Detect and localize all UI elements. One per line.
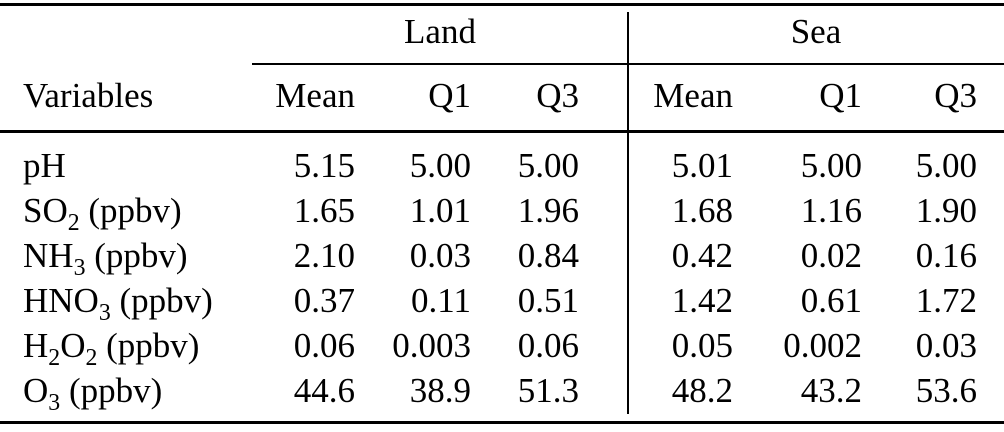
cell-value: 0.06 xyxy=(517,326,579,365)
table-body: pH 5.15 5.00 5.00 5.01 5.00 5.00 SO2 (ppbv) 1.65… xyxy=(0,133,1004,416)
column-header-land-q3: Q3 xyxy=(536,76,579,115)
cell-variable: SO2 (ppbv) xyxy=(0,188,252,236)
group-header-land: Land xyxy=(404,12,476,51)
cell-value: 0.61 xyxy=(800,281,862,320)
cell-value: 5.00 xyxy=(800,146,862,185)
cell-variable: HNO3 (ppbv) xyxy=(0,278,252,326)
cell-value: 5.00 xyxy=(517,146,579,185)
cell-value: 38.9 xyxy=(409,371,471,410)
variable-text: O xyxy=(23,371,49,410)
table-row: pH 5.15 5.00 5.00 5.01 5.00 5.00 xyxy=(0,143,1004,188)
cell-value: 5.00 xyxy=(915,146,977,185)
cell-value: 0.51 xyxy=(517,281,579,320)
cell-value: 0.03 xyxy=(409,236,471,275)
cell-value: 1.16 xyxy=(800,191,862,230)
cell-value: 44.6 xyxy=(293,371,355,410)
variable-subscript: 3 xyxy=(73,255,86,281)
variable-text: H xyxy=(23,326,49,365)
header-rule xyxy=(0,130,1004,133)
cell-value: 0.42 xyxy=(671,236,733,275)
cell-value: 0.003 xyxy=(392,326,471,365)
cell-value: 1.01 xyxy=(409,191,471,230)
variable-text: NH xyxy=(23,236,74,275)
cell-value: 0.37 xyxy=(293,281,355,320)
cell-value: 1.96 xyxy=(517,191,579,230)
cell-value: 1.68 xyxy=(671,191,733,230)
cell-value: 0.11 xyxy=(411,281,471,320)
variable-text: (ppbv) xyxy=(97,326,200,365)
cell-value: 43.2 xyxy=(800,371,862,410)
table-row: SO2 (ppbv) 1.65 1.01 1.96 1.68 1.16 1.90 xyxy=(0,188,1004,236)
group-header-sea: Sea xyxy=(790,12,842,51)
column-header-row: Variables Mean Q1 Q3 Mean Q1 Q3 xyxy=(0,74,1004,118)
variable-text: O xyxy=(60,326,86,365)
group-header-row: Land Sea xyxy=(0,10,1004,54)
table-row: HNO3 (ppbv) 0.37 0.11 0.51 1.42 0.61 1.72 xyxy=(0,278,1004,326)
variable-subscript: 2 xyxy=(67,210,80,236)
column-header-sea-q3: Q3 xyxy=(934,76,977,115)
cell-value: 1.65 xyxy=(293,191,355,230)
cell-value: 5.00 xyxy=(409,146,471,185)
land-sea-divider xyxy=(627,12,629,414)
cell-variable: H2O2 (ppbv) xyxy=(0,323,252,371)
cell-value: 53.6 xyxy=(915,371,977,410)
variable-text: SO xyxy=(23,191,68,230)
variable-text: (ppbv) xyxy=(110,281,213,320)
table-row: NH3 (ppbv) 2.10 0.03 0.84 0.42 0.02 0.16 xyxy=(0,233,1004,281)
cell-value: 0.06 xyxy=(293,326,355,365)
column-header-land-q1: Q1 xyxy=(428,76,471,115)
cell-value: 0.84 xyxy=(517,236,579,275)
variable-subscript: 2 xyxy=(48,345,61,371)
variable-subscript: 2 xyxy=(85,345,98,371)
cell-value: 1.90 xyxy=(915,191,977,230)
cell-value: 5.15 xyxy=(293,146,355,185)
cell-value: 2.10 xyxy=(293,236,355,275)
cell-value: 0.05 xyxy=(671,326,733,365)
column-header-sea-q1: Q1 xyxy=(819,76,862,115)
column-header-land-mean: Mean xyxy=(275,76,355,115)
cell-variable: pH xyxy=(0,143,252,188)
bottom-rule xyxy=(0,421,1004,424)
variable-subscript: 3 xyxy=(98,300,111,326)
variable-text: (ppbv) xyxy=(60,371,163,410)
group-row-spacer xyxy=(0,10,252,54)
cell-value: 51.3 xyxy=(517,371,579,410)
cell-value: 0.03 xyxy=(915,326,977,365)
column-header-sea-mean: Mean xyxy=(653,76,733,115)
cell-value: 0.002 xyxy=(783,326,862,365)
variable-text: HNO xyxy=(23,281,99,320)
cell-value: 1.42 xyxy=(671,281,733,320)
cell-value: 0.02 xyxy=(800,236,862,275)
variable-text: (ppbv) xyxy=(79,191,182,230)
column-header-variables: Variables xyxy=(23,76,154,115)
variable-text: (ppbv) xyxy=(85,236,188,275)
top-rule xyxy=(0,3,1004,6)
variable-subscript: 3 xyxy=(48,390,61,416)
cell-value: 48.2 xyxy=(671,371,733,410)
cell-value: 5.01 xyxy=(671,146,733,185)
cell-value: 1.72 xyxy=(915,281,977,320)
table-row: H2O2 (ppbv) 0.06 0.003 0.06 0.05 0.002 0.03 xyxy=(0,323,1004,371)
variable-text: pH xyxy=(23,146,66,185)
cell-variable: O3 (ppbv) xyxy=(0,368,252,416)
table-row: O3 (ppbv) 44.6 38.9 51.3 48.2 43.2 53.6 xyxy=(0,368,1004,416)
cell-variable: NH3 (ppbv) xyxy=(0,233,252,281)
cell-value: 0.16 xyxy=(915,236,977,275)
